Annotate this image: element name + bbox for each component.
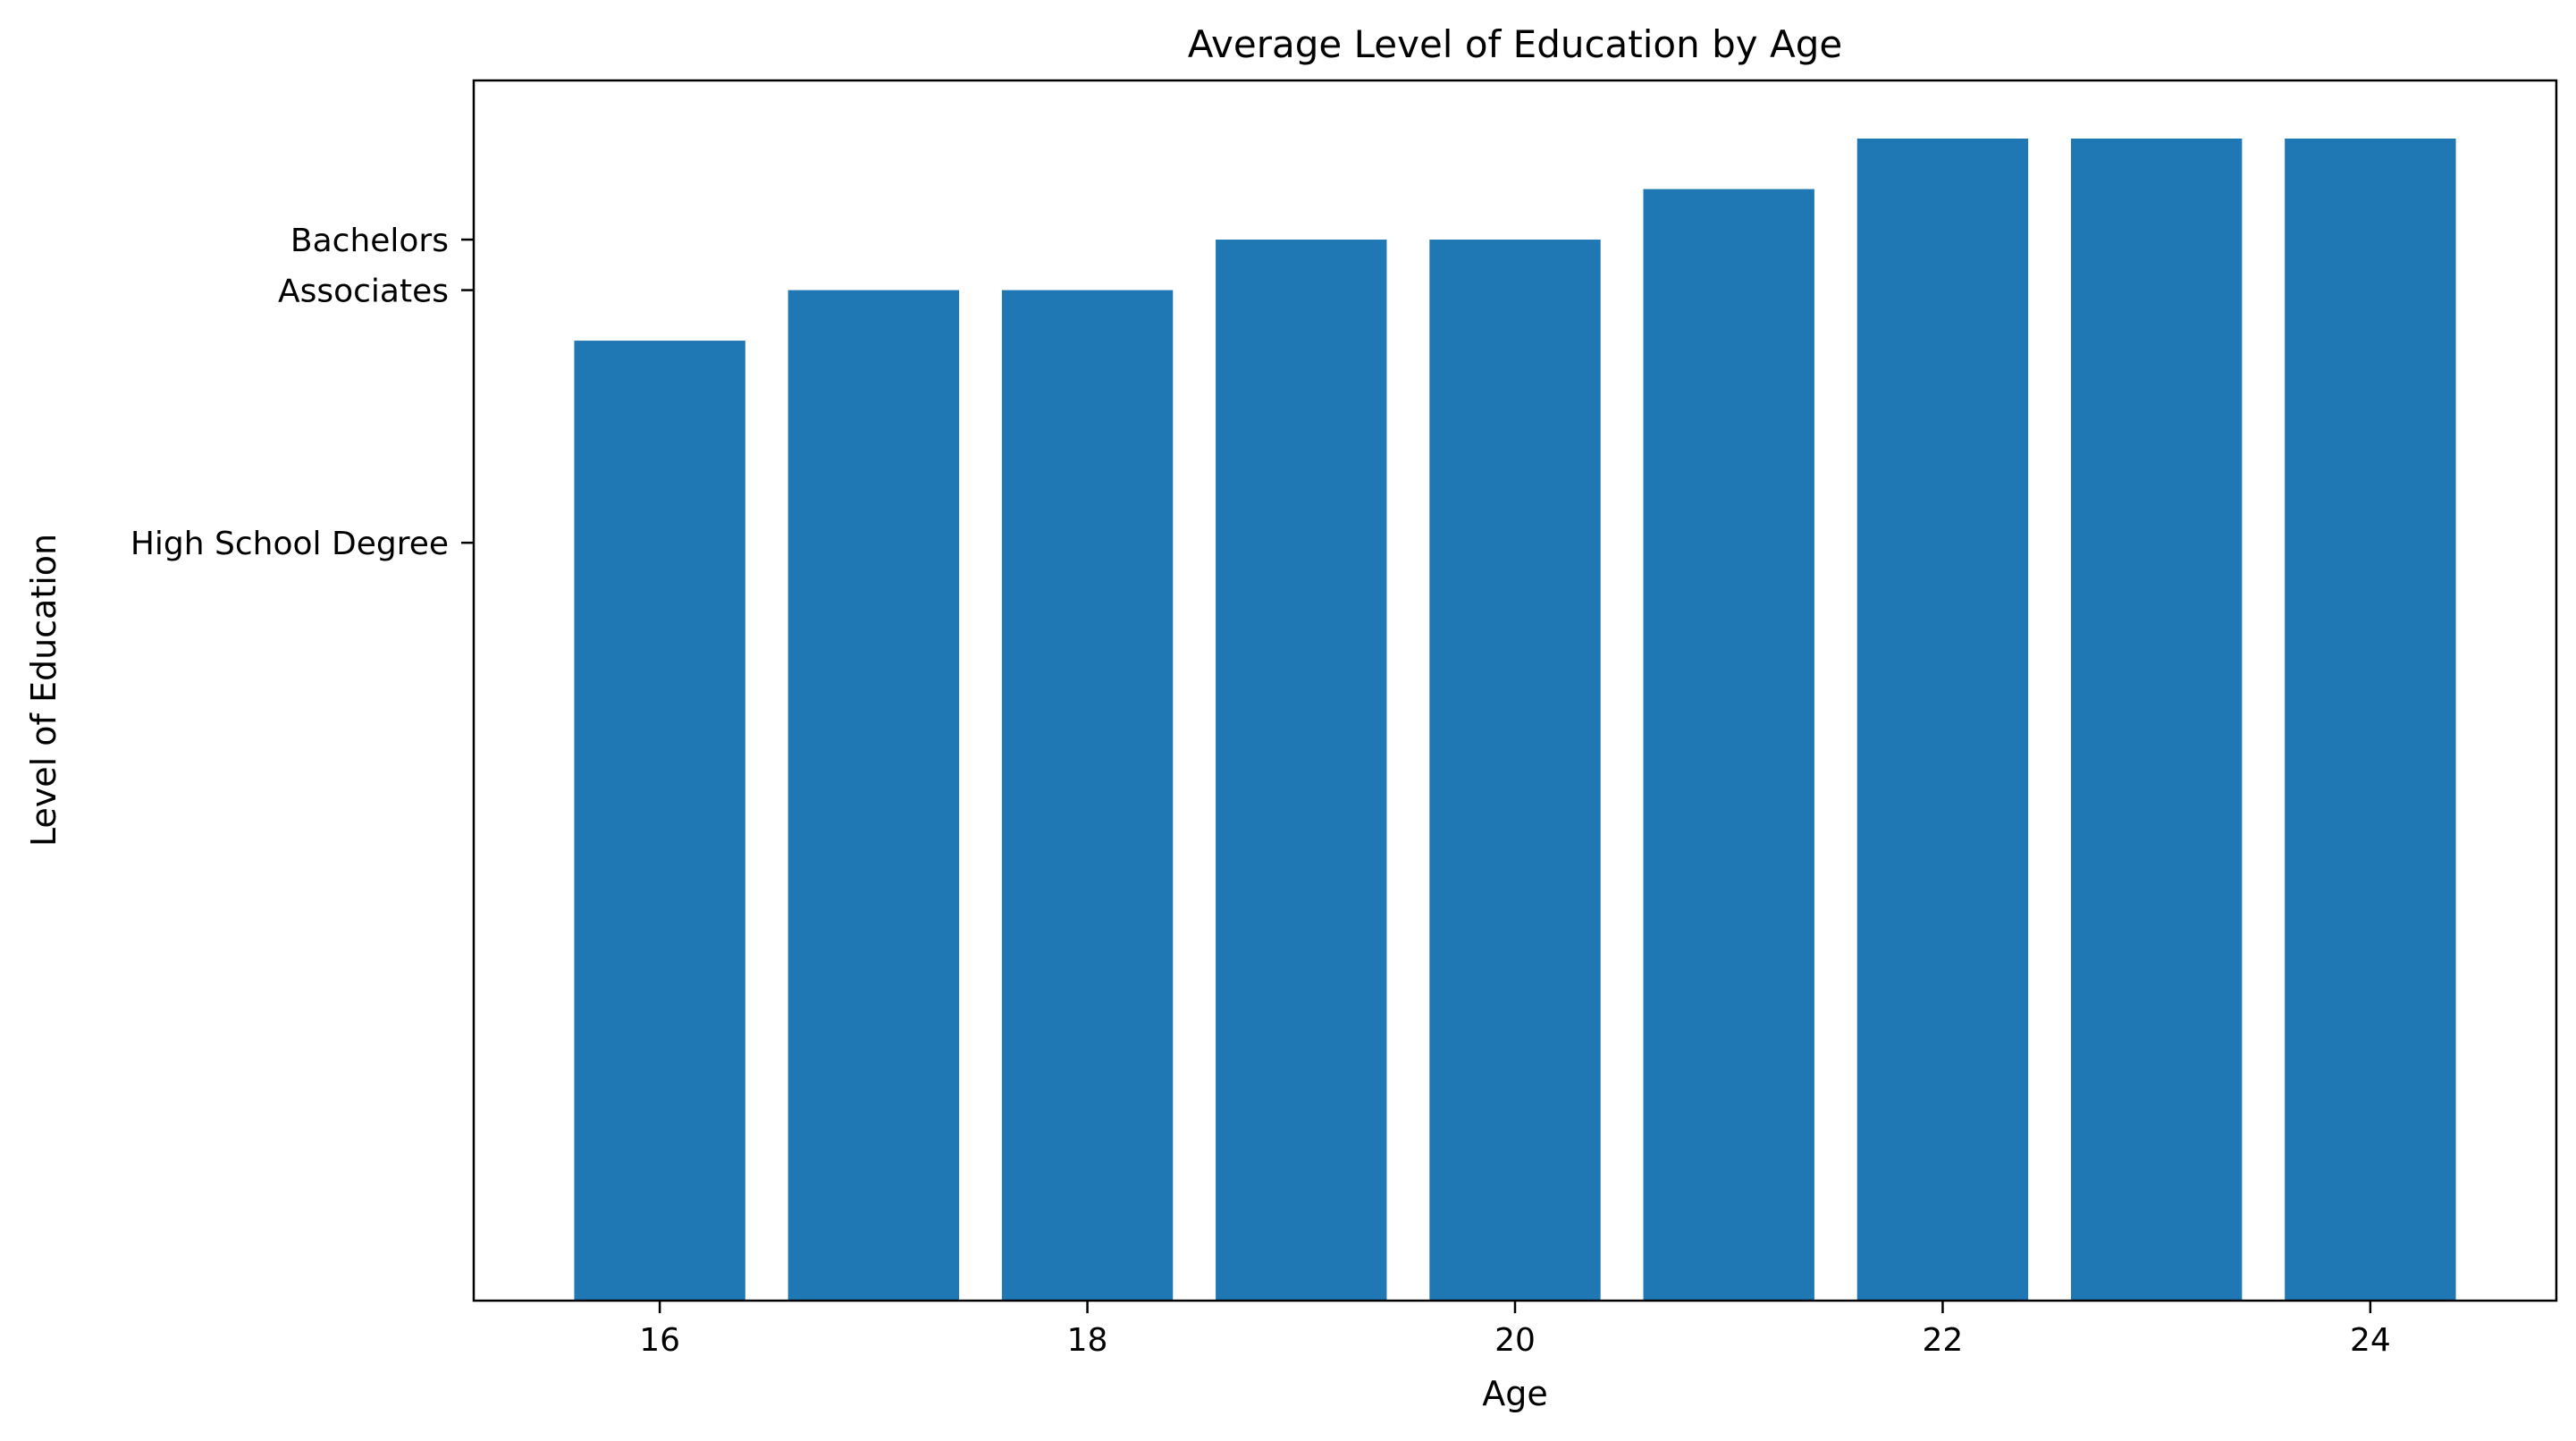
x-tick-label: 16	[639, 1322, 680, 1359]
y-tick-label: Associates	[278, 274, 449, 310]
chart-title: Average Level of Education by Age	[1188, 22, 1842, 66]
bar-age-18	[1001, 290, 1174, 1302]
x-tick-label: 18	[1067, 1322, 1108, 1359]
bar-age-20	[1429, 240, 1601, 1302]
bar-age-22	[1856, 139, 2029, 1301]
y-tick-label: Bachelors	[290, 223, 449, 259]
y-axis-label: Level of Education	[24, 534, 63, 847]
bar-age-23	[2070, 139, 2243, 1301]
y-tick-label: High School Degree	[130, 526, 449, 562]
bar-age-17	[787, 290, 960, 1302]
bar-age-16	[574, 341, 745, 1302]
bar-age-19	[1216, 240, 1387, 1302]
x-tick-label: 24	[2350, 1322, 2391, 1359]
y-axis-ticks: High School Degree Associates Bachelors	[130, 223, 474, 562]
x-axis-label: Age	[1482, 1374, 1548, 1413]
bar-age-21	[1643, 189, 1814, 1302]
bar-age-24	[2285, 139, 2456, 1301]
x-axis-ticks: 16 18 20 22 24	[639, 1301, 2391, 1359]
bars-layer	[574, 139, 2456, 1302]
x-tick-label: 20	[1494, 1322, 1536, 1359]
x-tick-label: 22	[1923, 1322, 1964, 1359]
